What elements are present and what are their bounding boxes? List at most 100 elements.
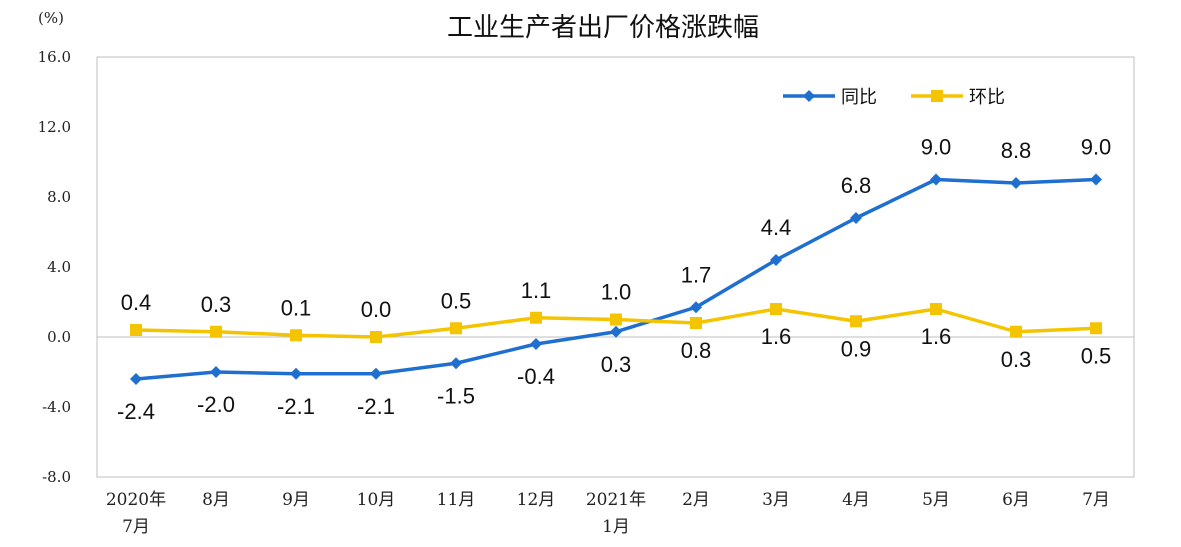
- mom-data-label: 0.3: [1001, 347, 1032, 372]
- yoy-data-label: -1.5: [437, 383, 475, 408]
- y-axis-unit-label: (%): [38, 9, 64, 27]
- yoy-point-marker: [1090, 173, 1102, 186]
- mom-point-marker: [770, 303, 782, 315]
- x-tick-label-line: 1月: [602, 517, 630, 537]
- yoy-data-label: 9.0: [921, 135, 952, 160]
- yoy-data-label: 1.7: [681, 262, 712, 287]
- legend: 同比 环比: [783, 87, 1005, 108]
- mom-data-label: 1.0: [601, 280, 632, 305]
- mom-point-marker: [290, 329, 302, 342]
- x-tick-label: 4月: [842, 490, 870, 510]
- mom-data-label: 0.4: [121, 290, 152, 315]
- y-tick-label: 12.0: [38, 118, 71, 136]
- yoy-point-marker: [290, 367, 302, 380]
- y-tick-label: 0.0: [47, 328, 71, 346]
- x-tick-label: 5月: [922, 490, 950, 510]
- mom-data-label: 1.6: [921, 324, 952, 349]
- x-tick-label: 8月: [202, 490, 230, 510]
- x-tick-label: 2021年 1月: [586, 490, 646, 537]
- legend-label: 环比: [969, 87, 1005, 108]
- x-tick-label-line: 10月: [357, 490, 396, 510]
- legend-marker-square: [931, 90, 943, 102]
- mom-point-marker: [610, 313, 622, 326]
- mom-point-marker: [130, 324, 142, 336]
- yoy-point-marker: [690, 301, 702, 314]
- yoy-data-label: 8.8: [1001, 138, 1032, 163]
- legend-label: 同比: [841, 87, 877, 108]
- yoy-data-label: 6.8: [841, 173, 872, 198]
- yoy-point-marker: [610, 325, 622, 338]
- yoy-point-marker: [530, 338, 542, 350]
- yoy-point-marker: [210, 366, 222, 378]
- x-tick-label: 2020年 7月: [106, 490, 166, 537]
- y-tick-label: 8.0: [47, 188, 71, 206]
- mom-data-label: 0.3: [201, 292, 232, 317]
- mom-point-marker: [1010, 325, 1022, 338]
- x-tick-label: 2月: [682, 490, 710, 510]
- x-tick-label-line: 5月: [922, 490, 950, 510]
- chart-title: 工业生产者出厂价格涨跌幅: [447, 13, 759, 43]
- x-tick-label: 12月: [517, 490, 556, 510]
- yoy-data-label: 9.0: [1081, 135, 1112, 160]
- yoy-data-label: 4.4: [761, 215, 792, 240]
- x-tick-label-line: 9月: [282, 490, 310, 510]
- yoy-point-marker: [130, 373, 142, 385]
- yoy-data-label: -2.1: [277, 394, 315, 419]
- x-tick-label-line: 7月: [122, 517, 150, 537]
- yoy-data-label: -2.1: [357, 394, 395, 419]
- mom-point-marker: [450, 322, 462, 335]
- mom-point-marker: [930, 303, 942, 315]
- yoy-point-marker: [450, 357, 462, 370]
- yoy-data-label: -0.4: [517, 364, 555, 389]
- mom-point-marker: [850, 315, 862, 328]
- yoy-point-marker: [930, 173, 942, 186]
- mom-data-label: 0.8: [681, 338, 712, 363]
- x-tick-label: 10月: [357, 490, 396, 510]
- mom-data-label: 0.9: [841, 336, 872, 361]
- mom-point-marker: [1090, 322, 1102, 335]
- x-tick-label-line: 4月: [842, 490, 870, 510]
- y-tick-label: 4.0: [47, 258, 71, 276]
- mom-data-label: 0.1: [281, 295, 312, 320]
- x-tick-label-line: 6月: [1002, 490, 1030, 510]
- yoy-point-marker: [850, 212, 862, 224]
- mom-data-label: 0.0: [361, 297, 392, 322]
- yoy-data-label: -2.4: [117, 399, 155, 424]
- mom-data-label: 1.6: [761, 324, 792, 349]
- x-tick-label-line: 2021年: [586, 490, 646, 510]
- mom-data-label: 0.5: [1081, 343, 1112, 368]
- mom-point-marker: [210, 325, 222, 338]
- x-tick-label-line: 2020年: [106, 490, 166, 510]
- mom-point-marker: [370, 331, 382, 343]
- series-group: [130, 173, 1102, 385]
- yoy-point-marker: [370, 367, 382, 380]
- yoy-data-label: -2.0: [197, 392, 235, 417]
- legend-marker-diamond: [803, 90, 815, 102]
- x-tick-label: 7月: [1082, 490, 1110, 510]
- mom-data-label: 1.1: [521, 278, 552, 303]
- x-tick-label: 6月: [1002, 490, 1030, 510]
- mom-point-marker: [690, 317, 702, 329]
- x-tick-label-line: 2月: [682, 490, 710, 510]
- y-tick-label: -4.0: [42, 398, 71, 416]
- x-tick-label: 9月: [282, 490, 310, 510]
- x-tick-label-line: 8月: [202, 490, 230, 510]
- x-tick-label: 3月: [762, 490, 790, 510]
- x-tick-label-line: 3月: [762, 490, 790, 510]
- data-labels: -2.4 -2.0 -2.1 -2.1 -1.5 -0.4 0.3 1.7 4.4 6.8 9.0 8…: [117, 135, 1111, 425]
- y-tick-label: 16.0: [38, 48, 71, 66]
- y-tick-label: -8.0: [42, 468, 71, 486]
- x-tick-label: 11月: [437, 490, 476, 510]
- x-tick-label-line: 11月: [437, 490, 476, 510]
- plot-area-border: [96, 56, 1135, 478]
- yoy-point-marker: [770, 254, 782, 266]
- yoy-data-label: 0.3: [601, 352, 632, 377]
- mom-data-label: 0.5: [441, 288, 472, 313]
- yoy-point-marker: [1010, 177, 1022, 189]
- axes: 16.0 12.0 8.0 4.0 0.0 -4.0 -8.0 2020年 7月 8月 9月 10月 1…: [38, 48, 1134, 537]
- mom-point-marker: [530, 311, 542, 324]
- x-tick-label-line: 7月: [1082, 490, 1110, 510]
- x-tick-label-line: 12月: [517, 490, 556, 510]
